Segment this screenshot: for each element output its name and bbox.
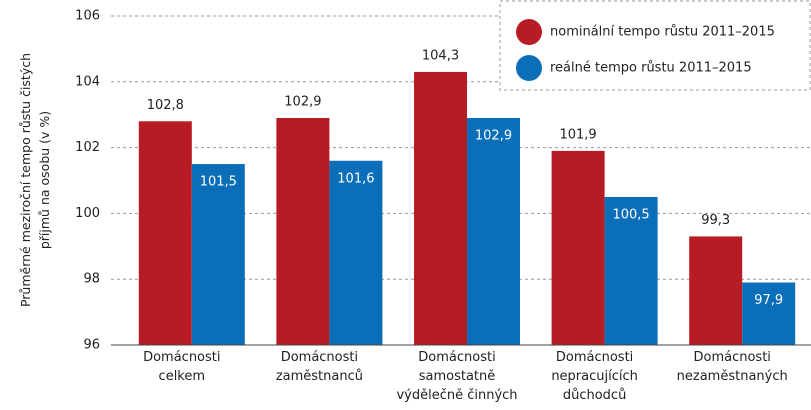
bar — [276, 117, 330, 346]
bar — [329, 160, 383, 345]
y-tick-label: 106 — [75, 9, 100, 24]
data-label: 101,5 — [200, 175, 237, 190]
y-tick-label: 102 — [75, 140, 100, 155]
x-tick-label: Domácnosti nepracujících důchodců — [551, 350, 638, 403]
legend-label: reálné tempo růstu 2011–2015 — [550, 61, 752, 76]
bar — [604, 196, 658, 345]
y-tick-label: 100 — [75, 206, 100, 221]
y-axis-label: Průměrné meziroční tempo růstu čistých př… — [18, 53, 52, 307]
bar — [138, 121, 192, 345]
bar — [742, 282, 796, 345]
data-label: 97,9 — [754, 293, 783, 308]
y-tick-label: 96 — [83, 338, 100, 353]
y-tick-label: 104 — [75, 74, 100, 89]
legend-box — [499, 0, 811, 91]
data-label: 100,5 — [612, 207, 649, 222]
data-label: 101,6 — [337, 171, 374, 186]
bar — [414, 71, 467, 346]
bar — [191, 164, 245, 345]
data-label: 99,3 — [701, 213, 730, 228]
data-label: 104,3 — [422, 48, 459, 63]
data-label: 102,9 — [284, 94, 321, 109]
bar — [551, 150, 605, 345]
bar — [467, 117, 520, 346]
x-tick-label: Domácnosti zaměstnanců — [276, 350, 363, 384]
x-tick-label: Domácnosti samostatně výdělečně činných — [396, 350, 517, 403]
data-label: 102,8 — [147, 98, 184, 113]
data-label: 101,9 — [559, 127, 596, 142]
y-tick-label: 98 — [83, 272, 100, 287]
legend-label: nominální tempo růstu 2011–2015 — [550, 25, 775, 40]
x-tick-label: Domácnosti nezaměstnaných — [677, 350, 788, 384]
x-tick-label: Domácnosti celkem — [143, 350, 220, 384]
data-label: 102,9 — [475, 128, 512, 143]
legend-swatch — [516, 55, 542, 81]
bar — [689, 236, 743, 345]
legend-swatch — [516, 19, 542, 45]
